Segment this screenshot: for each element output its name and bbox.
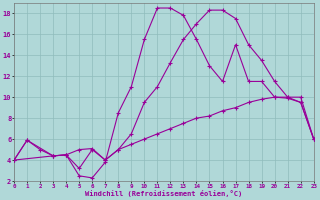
X-axis label: Windchill (Refroidissement éolien,°C): Windchill (Refroidissement éolien,°C) (85, 190, 243, 197)
